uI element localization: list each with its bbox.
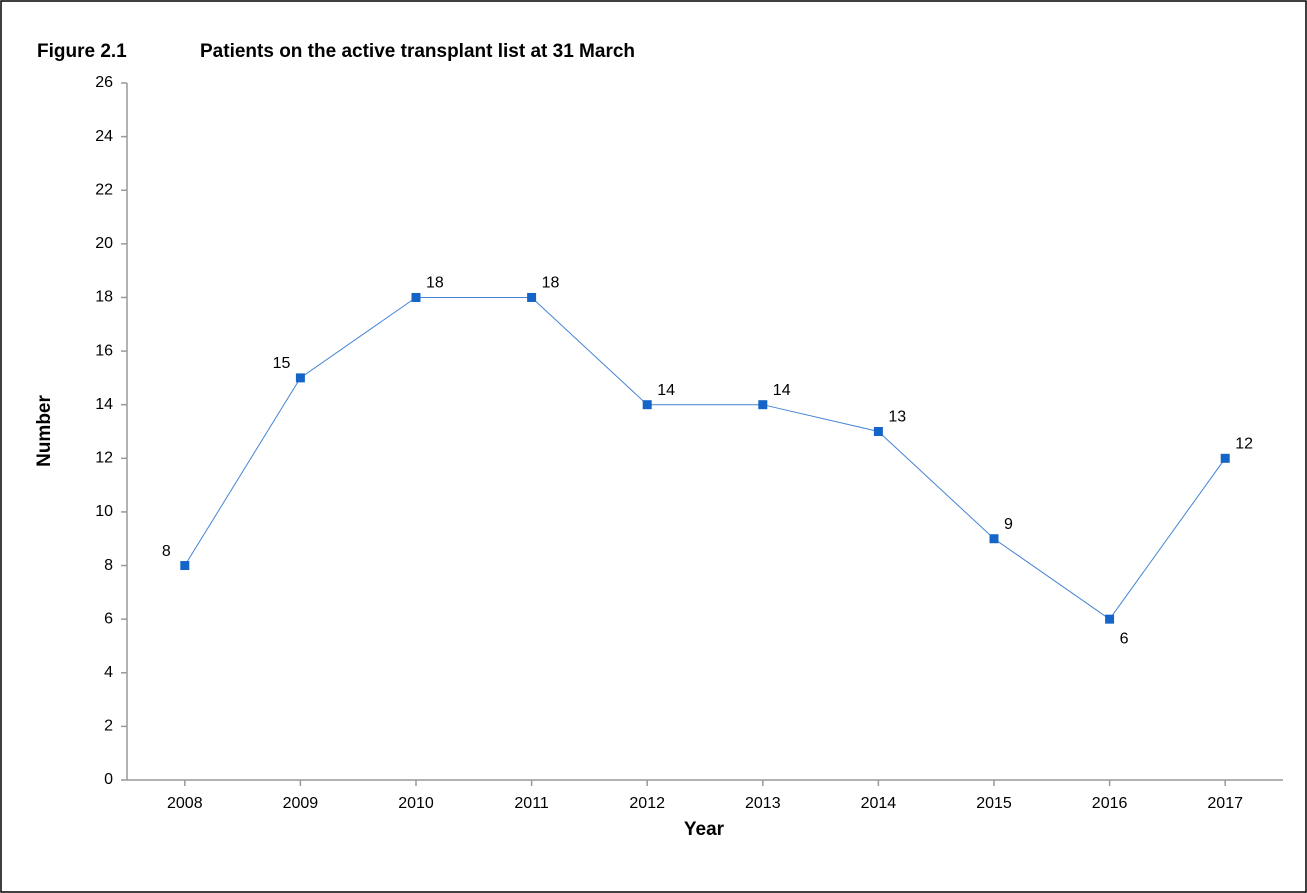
y-tick-label: 18 (95, 289, 113, 306)
data-label: 15 (273, 355, 291, 372)
marker (758, 400, 768, 410)
y-tick-label: 0 (104, 771, 113, 788)
data-label: 14 (773, 382, 791, 399)
marker (295, 373, 305, 383)
data-label: 8 (162, 543, 171, 560)
y-tick-label: 20 (95, 235, 113, 252)
line (184, 296, 1226, 620)
marker (642, 400, 652, 410)
y-tick-label: 8 (104, 557, 113, 574)
y-tick-label: 12 (95, 450, 113, 467)
y-tick-label: 22 (95, 181, 113, 198)
marker (411, 292, 421, 302)
marker (989, 534, 999, 544)
data-label: 18 (426, 275, 444, 292)
chart-title: Patients on the active transplant list a… (200, 41, 635, 62)
data-label: 9 (1004, 516, 1013, 533)
marker (527, 292, 537, 302)
data-label: 13 (888, 409, 906, 426)
y-tick-label: 4 (104, 664, 113, 681)
x-tick-label: 2014 (861, 795, 897, 812)
figure-label: Figure 2.1 (37, 41, 127, 62)
x-tick-label: 2008 (167, 795, 203, 812)
data-label: 12 (1235, 436, 1253, 453)
y-tick-label: 2 (104, 718, 113, 735)
y-tick-label: 6 (104, 610, 113, 627)
y-tick-label: 24 (95, 128, 113, 145)
data-label: 14 (657, 382, 675, 399)
data-label: 6 (1120, 630, 1129, 647)
x-tick-label: 2015 (976, 795, 1012, 812)
data-label: 18 (542, 275, 560, 292)
x-tick-label: 2016 (1092, 795, 1128, 812)
y-axis-label: Number (34, 395, 55, 467)
x-tick-label: 2013 (745, 795, 781, 812)
marker (873, 427, 883, 436)
y-tick-label: 10 (95, 503, 113, 520)
marker (1220, 453, 1230, 463)
marker (180, 561, 190, 571)
x-tick-label: 2012 (629, 795, 665, 812)
x-tick-label: 2017 (1207, 795, 1243, 812)
x-tick-label: 2011 (514, 795, 549, 812)
marker (1105, 614, 1115, 624)
y-tick-label: 26 (95, 74, 113, 91)
y-tick-label: 14 (95, 396, 113, 413)
y-tick-label: 16 (95, 342, 113, 359)
x-axis-label: Year (684, 819, 725, 840)
x-tick-label: 2010 (398, 795, 434, 812)
x-tick-label: 2009 (283, 795, 319, 812)
